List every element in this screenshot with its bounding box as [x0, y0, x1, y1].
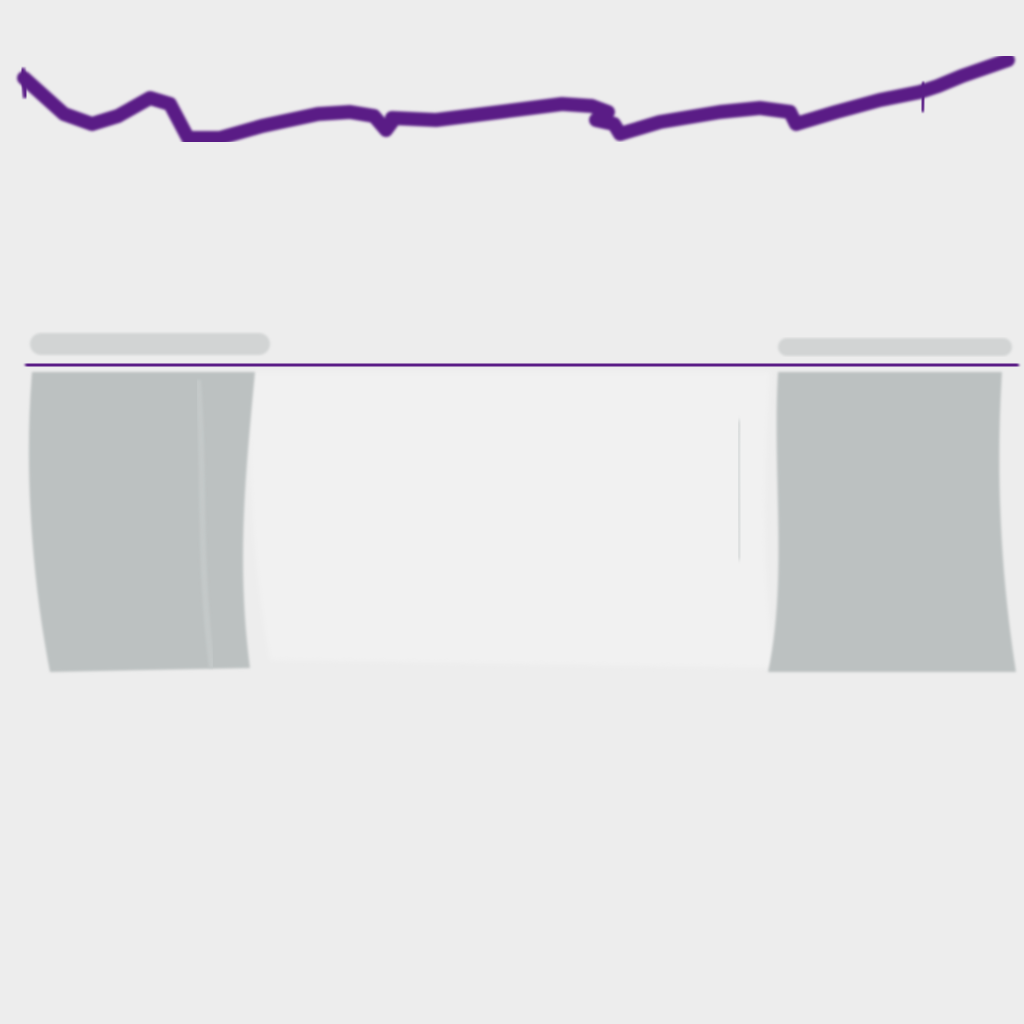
right-panel-shadow	[735, 419, 744, 561]
center-light-panel	[249, 372, 775, 668]
right-gray-panel	[768, 372, 1016, 672]
right-gray-cap	[778, 338, 1012, 356]
purple-zigzag-line	[17, 53, 1015, 145]
left-gray-panel	[28, 372, 256, 672]
purple-horizontal-bar	[25, 355, 1019, 375]
left-gray-cap	[30, 333, 270, 355]
purple-zigzag-accent	[19, 67, 29, 99]
left-panel-streak	[195, 379, 215, 669]
purple-zigzag-tick	[919, 81, 927, 113]
